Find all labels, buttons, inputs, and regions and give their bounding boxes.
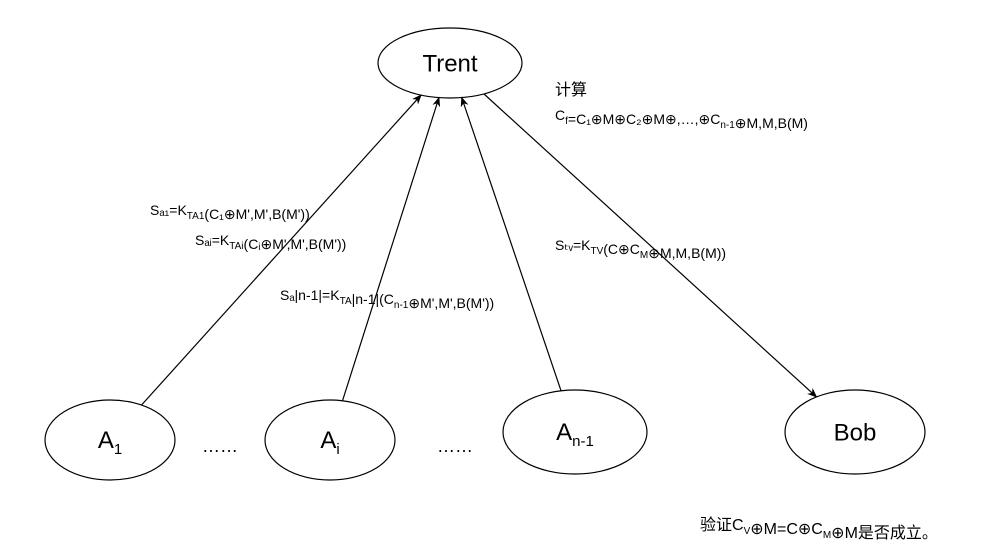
node-label-ai: Ai bbox=[320, 427, 339, 458]
node-label-a1: A1 bbox=[98, 427, 122, 458]
diagram-canvas: Trent A1 Ai An-1 Bob …… …… Sₐ₁=KTA1(C₁⊕M',M',… bbox=[0, 0, 1000, 549]
annotation-calc-formula: Cf=C₁⊕M⊕C₂⊕M⊕,…,⊕Cn-1⊕M,M,B(M) bbox=[555, 107, 808, 131]
edge-an1-trent bbox=[462, 98, 561, 391]
edge-label-san1: Sₐ|n-1|=KTA|n-1|(Cn-1⊕M',M',B(M')) bbox=[280, 287, 494, 311]
edge-label-sa1: Sₐ₁=KTA1(C₁⊕M',M',B(M')) bbox=[150, 202, 310, 222]
node-label-bob: Bob bbox=[834, 419, 877, 446]
annotations-group: 计算 Cf=C₁⊕M⊕C₂⊕M⊕,…,⊕Cn-1⊕M,M,B(M) 验证CV⊕M=C… bbox=[555, 80, 938, 542]
nodes-group: Trent A1 Ai An-1 Bob bbox=[45, 28, 925, 480]
node-ai: Ai bbox=[265, 400, 395, 480]
node-an1: An-1 bbox=[503, 390, 647, 474]
node-trent: Trent bbox=[378, 28, 522, 98]
node-a1: A1 bbox=[45, 400, 175, 480]
edge-label-sai: Sₐᵢ=KTAi(Cᵢ⊕M',M',B(M')) bbox=[195, 232, 346, 252]
node-bob: Bob bbox=[785, 390, 925, 474]
ellipsis-0: …… bbox=[202, 436, 238, 456]
node-label-an1: An-1 bbox=[556, 419, 594, 450]
edge-ai-trent bbox=[342, 98, 438, 401]
edge-label-stv: Sₜᵥ=KTV(C⊕CM⊕M,M,B(M)) bbox=[555, 237, 726, 261]
annotation-verify: 验证CV⊕M=C⊕CM⊕M是否成立。 bbox=[700, 516, 938, 542]
edge-labels-group: Sₐ₁=KTA1(C₁⊕M',M',B(M')) Sₐᵢ=KTAi(Cᵢ⊕M',M… bbox=[150, 202, 726, 311]
node-label-trent: Trent bbox=[422, 50, 477, 77]
annotation-calc-label: 计算 bbox=[555, 80, 587, 99]
ellipsis-1: …… bbox=[437, 436, 473, 456]
